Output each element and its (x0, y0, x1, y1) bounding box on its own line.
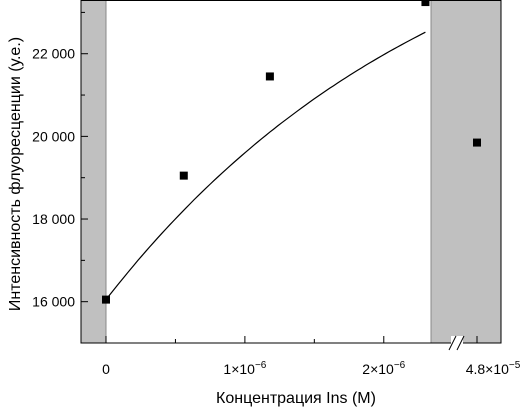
x-axis-title: Концентрация Ins (M) (216, 390, 376, 407)
y-axis-title: Интенсивность флуоресценции (у.е.) (7, 37, 24, 311)
shaded-region-left (81, 0, 106, 343)
x-tick-label: 1×10−6 (223, 360, 266, 377)
y-tick-label: 18 000 (32, 211, 75, 227)
shaded-region-right (431, 0, 501, 343)
axis-break-mark (456, 335, 465, 351)
y-tick-label: 16 000 (32, 294, 75, 310)
axis-break-mark (448, 335, 457, 351)
plot-area: 16 000 18 000 20 000 22 000 0 1×10−6 2×10−6 4.8… (32, 0, 521, 377)
plot-frame (80, 0, 502, 344)
y-tick-label: 22 000 (32, 46, 75, 62)
x-tick-label: 2×10−6 (362, 360, 405, 377)
y-tick-label: 20 000 (32, 128, 75, 144)
data-point (179, 171, 188, 180)
x-tick-label: 4.8×10−5 (466, 360, 521, 377)
data-point (473, 138, 481, 147)
fit-curve (105, 31, 426, 300)
data-point (102, 295, 110, 304)
data-point (265, 72, 274, 81)
data-point (421, 0, 430, 7)
x-tick-label: 0 (102, 361, 110, 377)
